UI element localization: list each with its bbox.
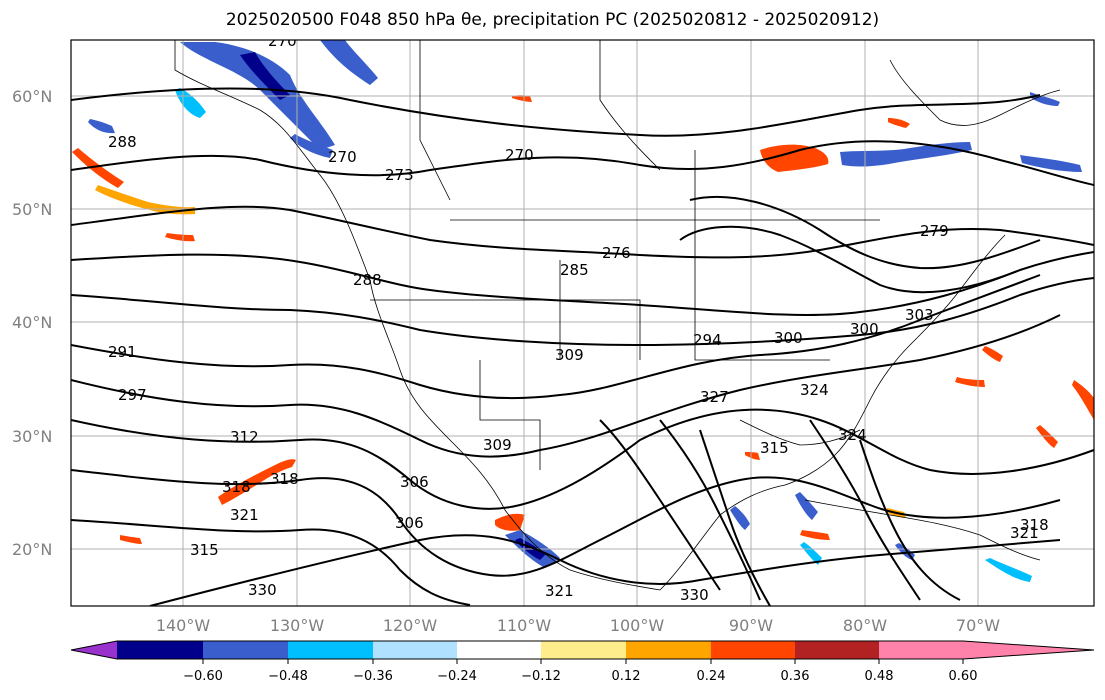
contour-label: 300 — [774, 329, 803, 347]
colorbar-segment — [117, 641, 203, 659]
contour-label: 306 — [395, 514, 424, 532]
lon-label: 80°W — [843, 616, 887, 635]
lat-label: 50°N — [12, 200, 52, 219]
contour-label: 321 — [1010, 524, 1039, 542]
contour-label: 297 — [118, 386, 147, 404]
colorbar-tick-label: −0.48 — [268, 669, 308, 684]
contour-label: 306 — [400, 473, 429, 491]
lon-label: 110°W — [497, 616, 552, 635]
colorbar-segment — [203, 641, 288, 659]
lon-label: 90°W — [729, 616, 773, 635]
colorbar-segment — [711, 641, 795, 659]
contour-label: 285 — [560, 261, 589, 279]
contour-label: 273 — [385, 166, 414, 184]
colorbar-segment — [879, 641, 963, 659]
colorbar-tick-label: −0.24 — [437, 669, 477, 684]
contour-label: 315 — [190, 541, 219, 559]
lat-label: 30°N — [12, 427, 52, 446]
colorbar-tick-label: 0.24 — [697, 669, 726, 684]
colorbar-segment — [626, 641, 711, 659]
map-panel: 270 288 270 273 270 276 285 288 291 294 … — [70, 32, 1095, 607]
lon-label: 70°W — [956, 616, 1000, 635]
lat-label: 60°N — [12, 87, 52, 106]
contour-label: 321 — [230, 506, 259, 524]
contour-label: 324 — [838, 426, 867, 444]
contour-label: 309 — [483, 436, 512, 454]
coastlines — [174, 40, 1061, 591]
colorbar-segment — [71, 641, 117, 659]
contour-label: 318 — [222, 478, 251, 496]
contour-label: 330 — [248, 581, 277, 599]
colorbar-tick-label: 0.12 — [612, 669, 641, 684]
colorbar: −0.60 −0.48 −0.36 −0.24 −0.12 0.12 0.24 … — [70, 640, 1095, 684]
contour-label: 312 — [230, 428, 259, 446]
contour-label: 303 — [905, 306, 934, 324]
lon-label: 100°W — [610, 616, 665, 635]
colorbar-segment — [373, 641, 457, 659]
lat-label: 40°N — [12, 313, 52, 332]
colorbar-tick-label: −0.60 — [183, 669, 223, 684]
lat-labels: 60°N 50°N 40°N 30°N 20°N — [12, 87, 52, 559]
lon-label: 130°W — [270, 616, 325, 635]
contour-label: 288 — [108, 133, 137, 151]
map-frame — [70, 39, 1095, 607]
colorbar-segment — [288, 641, 373, 659]
contour-label: 327 — [700, 388, 729, 406]
contour-label: 294 — [693, 331, 722, 349]
contour-label: 318 — [1020, 516, 1049, 534]
colorbar-segment — [457, 641, 541, 659]
contour-label: 270 — [328, 148, 357, 166]
lon-label: 140°W — [156, 616, 211, 635]
contour-label: 288 — [353, 271, 382, 289]
colorbar-tick-label: 0.60 — [949, 669, 978, 684]
colorbar-segment — [795, 641, 879, 659]
lon-label: 120°W — [383, 616, 438, 635]
contour-label: 300 — [850, 320, 879, 338]
contour-label: 291 — [108, 343, 137, 361]
lon-labels: 140°W 130°W 120°W 110°W 100°W 90°W 80°W … — [156, 616, 1000, 635]
contour-label: 270 — [268, 32, 297, 50]
lat-label: 20°N — [12, 540, 52, 559]
colorbar-tick-label: 0.48 — [865, 669, 894, 684]
contour-label: 309 — [555, 346, 584, 364]
contour-label: 318 — [270, 470, 299, 488]
map-title: 2025020500 F048 850 hPa θe, precipitatio… — [225, 10, 880, 30]
contour-label: 315 — [760, 439, 789, 457]
contour-label: 276 — [602, 244, 631, 262]
colorbar-tick-label: −0.12 — [521, 669, 561, 684]
colorbar-segment — [963, 641, 1094, 659]
theta-e-contours — [71, 87, 1094, 606]
contour-label: 279 — [920, 222, 949, 240]
contour-label: 330 — [680, 586, 709, 604]
contour-label: 324 — [800, 381, 829, 399]
colorbar-segment — [541, 641, 626, 659]
colorbar-tick-label: 0.36 — [781, 669, 810, 684]
colorbar-tick-label: −0.36 — [353, 669, 393, 684]
contour-label: 321 — [545, 582, 574, 600]
contour-labels: 270 288 270 273 270 276 285 288 291 294 … — [108, 32, 1049, 604]
contour-label: 270 — [505, 146, 534, 164]
